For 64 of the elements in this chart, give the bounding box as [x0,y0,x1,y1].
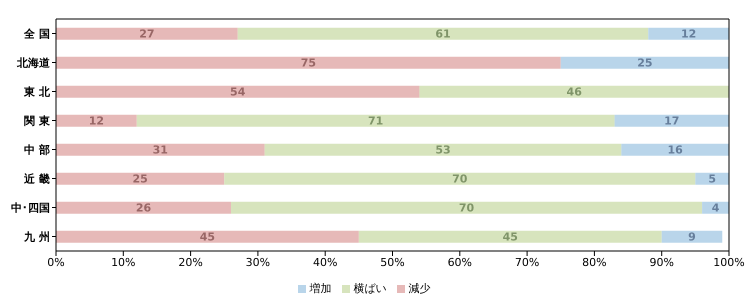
bar [56,28,238,40]
legend-label: 横ばい [354,282,386,295]
x-tick-label: 30% [246,256,270,269]
data-label: 53 [435,144,451,157]
bar [136,114,615,127]
x-tick-label: 80% [582,256,607,269]
bar [238,28,648,40]
data-label: 45 [200,230,216,244]
bar [56,202,231,214]
data-label: 46 [566,86,582,99]
bar [419,86,729,98]
data-label: 61 [435,28,451,41]
y-tick-label: 九 州 [23,230,50,244]
data-label: 71 [368,114,384,128]
bar [56,230,359,243]
data-label: 17 [664,114,680,128]
bar [56,114,137,127]
data-label: 31 [152,144,168,157]
data-label: 4 [712,202,720,215]
bar [56,56,561,69]
data-label: 25 [132,172,148,186]
data-label: 75 [300,56,316,70]
x-tick-label: 0% [47,256,65,269]
bar [230,202,702,214]
data-label: 26 [136,202,152,215]
bar [56,86,420,98]
y-tick-label: 近 畿 [23,172,50,186]
x-tick-label: 10% [111,256,136,269]
data-label: 9 [688,230,696,244]
bar [264,144,622,156]
x-tick-label: 20% [178,256,203,269]
bar [224,172,696,185]
x-tick-label: 50% [380,256,405,269]
y-tick-label: 北海道 [16,56,51,70]
bar [56,172,224,185]
bar [56,144,265,156]
data-label: 12 [680,28,696,41]
data-label: 70 [452,172,468,186]
y-tick-label: 全 国 [23,27,50,40]
data-label: 12 [88,114,104,128]
data-label: 16 [668,144,684,157]
bar [358,230,662,243]
x-tick-label: 40% [312,256,338,269]
y-tick-label: 中･四国 [11,201,50,214]
y-tick-label: 東 北 [23,85,51,98]
legend-label: 減少 [408,282,430,295]
data-label: 45 [502,230,518,244]
bar [662,230,722,243]
data-label: 70 [458,202,475,215]
x-tick-label: 90% [649,256,674,269]
bar [621,144,729,156]
y-tick-label: 関 東 [24,114,51,128]
data-label: 27 [139,28,155,41]
data-label: 5 [708,172,716,186]
bar [614,114,729,127]
legend-label: 増加 [310,282,332,295]
x-tick-label: 70% [514,256,540,269]
bar [648,28,729,40]
bar [560,56,729,69]
y-tick-label: 中 部 [24,143,50,156]
data-label: 25 [637,56,653,70]
data-label: 54 [230,86,246,99]
x-tick-label: 100% [713,256,745,269]
x-tick-label: 60% [448,256,472,269]
